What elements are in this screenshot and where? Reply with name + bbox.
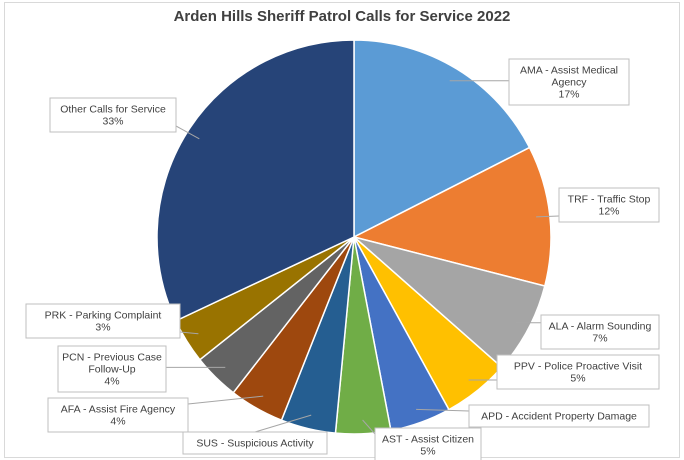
leader-line: [416, 408, 470, 412]
data-label-percent: 33%: [102, 116, 123, 128]
data-label-text: SUS - Suspicious Activity: [196, 438, 314, 450]
pie-slice-other-calls-for-service: [156, 39, 355, 322]
data-label-percent: 5%: [420, 446, 435, 458]
data-label-percent: 3%: [95, 322, 110, 334]
pie-slices: [156, 39, 552, 435]
pie-slice-ama: [353, 39, 531, 239]
chart-title: Arden Hills Sheriff Patrol Calls for Ser…: [173, 8, 511, 25]
leader-line: [536, 215, 560, 218]
leader-line: [362, 419, 376, 435]
leader-line: [254, 414, 312, 433]
data-label-sus: SUS - Suspicious Activity: [182, 431, 328, 455]
data-label-percent: 5%: [570, 373, 585, 385]
data-label-percent: 4%: [104, 376, 119, 388]
data-label-text: AMA - Assist Medical: [520, 65, 618, 77]
data-label-percent: 17%: [558, 89, 579, 101]
leader-line: [187, 395, 264, 405]
leader-line: [175, 125, 200, 140]
data-label-text: ALA - Alarm Sounding: [549, 321, 652, 333]
data-label-text: PCN - Previous Case: [62, 352, 162, 364]
data-label-percent: 4%: [110, 416, 125, 428]
data-label-text: Follow-Up: [88, 364, 135, 376]
leader-lines: [166, 80, 560, 435]
data-label-text: Other Calls for Service: [60, 104, 166, 116]
data-label-apd: APD - Accident Property Damage: [468, 404, 650, 428]
data-label-percent: 12%: [598, 206, 619, 218]
leader-line: [179, 331, 199, 335]
data-label-percent: 7%: [592, 333, 607, 345]
pie-slice-trf: [351, 146, 552, 287]
data-label-text: PRK - Parking Complaint: [45, 310, 162, 322]
data-label-text: TRF - Traffic Stop: [568, 194, 651, 206]
data-label-text: AFA - Assist Fire Agency: [61, 404, 176, 416]
data-label-text: AST - Assist Citizen: [382, 434, 474, 446]
data-label-text: APD - Accident Property Damage: [481, 411, 637, 423]
data-label-text: PPV - Police Proactive Visit: [514, 361, 642, 373]
data-label-text: Agency: [551, 77, 587, 89]
